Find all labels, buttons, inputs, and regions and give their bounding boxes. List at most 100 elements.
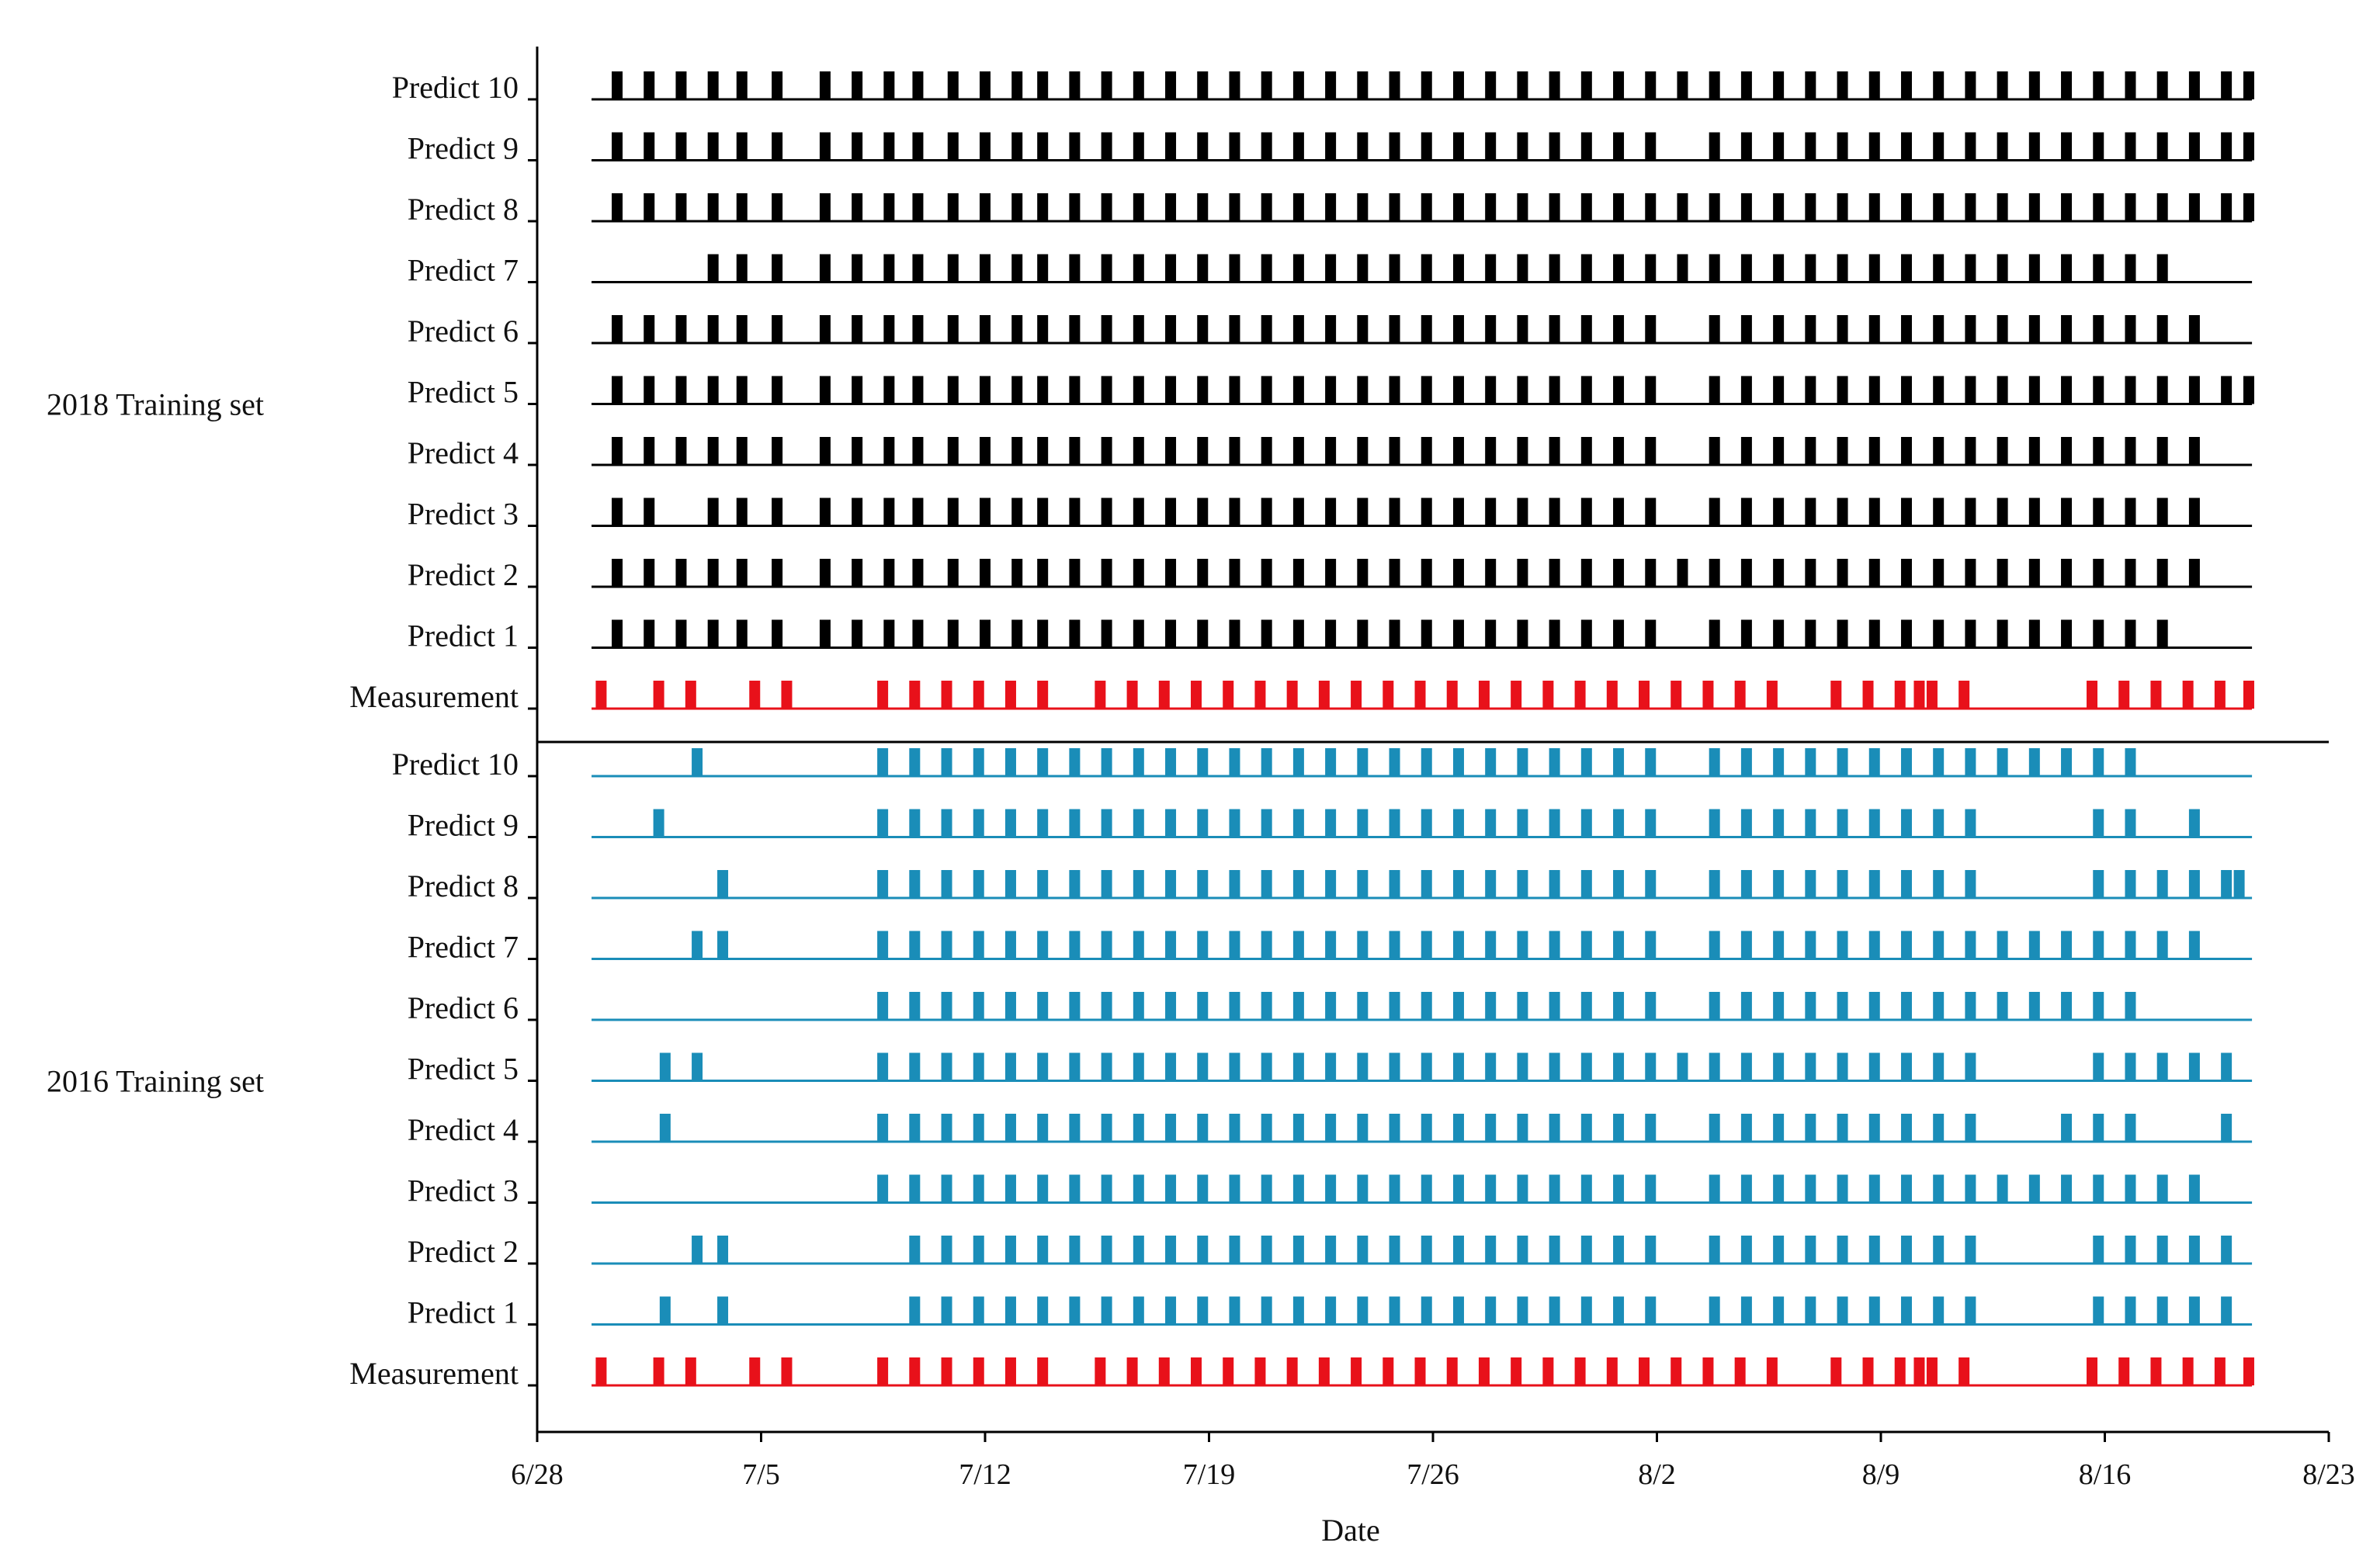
event-bar xyxy=(1011,132,1023,161)
event-bar xyxy=(749,1357,761,1385)
event-bar xyxy=(947,619,959,648)
event-bar xyxy=(1933,1236,1945,1264)
event-bar xyxy=(1766,1357,1778,1385)
event-bar xyxy=(717,1236,729,1264)
event-bar xyxy=(1095,1357,1106,1385)
event-bar xyxy=(1011,193,1023,221)
event-bar xyxy=(1101,1236,1112,1264)
event-bar xyxy=(1868,1052,1880,1081)
event-bar xyxy=(1580,71,1592,99)
event-bar xyxy=(1965,1236,1976,1264)
event-bar xyxy=(1773,1052,1785,1081)
event-bar xyxy=(2156,497,2168,526)
x-axis-ticks: 6/28 7/5 7/12 7/19 7/26 8/2 8/9 8/16 8/23 xyxy=(511,1432,2355,1491)
event-bar xyxy=(909,1052,921,1081)
event-bar xyxy=(2221,193,2233,221)
event-bar xyxy=(1229,870,1240,898)
event-bar xyxy=(1542,1357,1554,1385)
event-bar xyxy=(947,437,959,465)
event-bar xyxy=(1606,681,1618,709)
event-bar xyxy=(1197,559,1209,587)
row-predict-3: Predict 3 xyxy=(408,1174,2253,1208)
event-bar xyxy=(1900,71,1912,99)
event-bar xyxy=(1773,1236,1785,1264)
event-bar xyxy=(1414,681,1426,709)
event-bar xyxy=(692,931,703,959)
event-bar xyxy=(2093,992,2104,1020)
event-bar xyxy=(736,193,748,221)
row-predict-10: Predict 10 xyxy=(392,70,2254,105)
event-bar xyxy=(1549,1052,1560,1081)
event-bar xyxy=(2188,931,2200,959)
event-bar xyxy=(2125,315,2136,343)
event-bar xyxy=(1069,376,1081,404)
event-bar xyxy=(2221,376,2233,404)
row-predict-7: Predict 7 xyxy=(408,930,2253,965)
event-bar xyxy=(941,1174,952,1203)
event-bar xyxy=(1318,1357,1330,1385)
row-predict-5: Predict 5 xyxy=(408,375,2254,410)
event-bar xyxy=(1292,497,1304,526)
event-bar xyxy=(2028,1174,2040,1203)
event-bar xyxy=(1933,497,1945,526)
event-bar xyxy=(1580,315,1592,343)
event-bar xyxy=(1485,1114,1497,1142)
event-bar xyxy=(1037,71,1049,99)
event-bar xyxy=(1165,1114,1177,1142)
event-bar xyxy=(1613,376,1625,404)
event-bar xyxy=(736,559,748,587)
event-bar xyxy=(909,809,921,837)
event-bar xyxy=(1037,559,1049,587)
event-bar xyxy=(1965,437,1976,465)
event-bar xyxy=(1868,559,1880,587)
event-bar xyxy=(1613,254,1625,283)
event-bar xyxy=(1069,1052,1081,1081)
event-bar xyxy=(1709,71,1720,99)
event-bar xyxy=(2188,559,2200,587)
event-bar xyxy=(1421,254,1432,283)
event-bar xyxy=(1101,931,1112,959)
event-bar xyxy=(2156,559,2168,587)
event-bar xyxy=(1389,315,1400,343)
event-bar xyxy=(1037,437,1049,465)
event-bar xyxy=(1101,619,1112,648)
event-bar xyxy=(2156,1052,2168,1081)
event-bar xyxy=(1292,931,1304,959)
event-bar xyxy=(1325,437,1337,465)
event-bar xyxy=(973,1052,984,1081)
event-bar xyxy=(644,497,655,526)
event-bar xyxy=(1613,992,1625,1020)
event-bar xyxy=(1133,1236,1144,1264)
event-bar xyxy=(1965,619,1976,648)
event-bar xyxy=(1452,559,1464,587)
event-bar xyxy=(2061,315,2073,343)
event-bar xyxy=(947,254,959,283)
event-bar xyxy=(883,71,895,99)
event-bar xyxy=(1580,1236,1592,1264)
event-bar xyxy=(1037,132,1049,161)
event-bar xyxy=(707,254,719,283)
event-bar xyxy=(1197,132,1209,161)
event-bar xyxy=(1389,619,1400,648)
event-bar xyxy=(1133,315,1144,343)
event-bar xyxy=(595,681,607,709)
x-tick-label: 7/5 xyxy=(742,1458,780,1491)
event-bar xyxy=(1773,870,1785,898)
event-bar xyxy=(1357,809,1369,837)
event-bar xyxy=(1900,1114,1912,1142)
event-bar xyxy=(2125,931,2136,959)
event-bar xyxy=(2221,1114,2233,1142)
event-bar xyxy=(1292,193,1304,221)
event-bar xyxy=(1965,992,1976,1020)
event-bar xyxy=(1900,619,1912,648)
event-bar xyxy=(1011,559,1023,587)
event-bar xyxy=(2156,437,2168,465)
event-bar xyxy=(1383,681,1394,709)
event-bar xyxy=(1709,619,1720,648)
event-bar xyxy=(2061,71,2073,99)
event-bar xyxy=(2156,931,2168,959)
event-bar xyxy=(1452,437,1464,465)
event-bar xyxy=(1580,931,1592,959)
event-bar xyxy=(1197,748,1209,776)
event-bar xyxy=(2028,559,2040,587)
